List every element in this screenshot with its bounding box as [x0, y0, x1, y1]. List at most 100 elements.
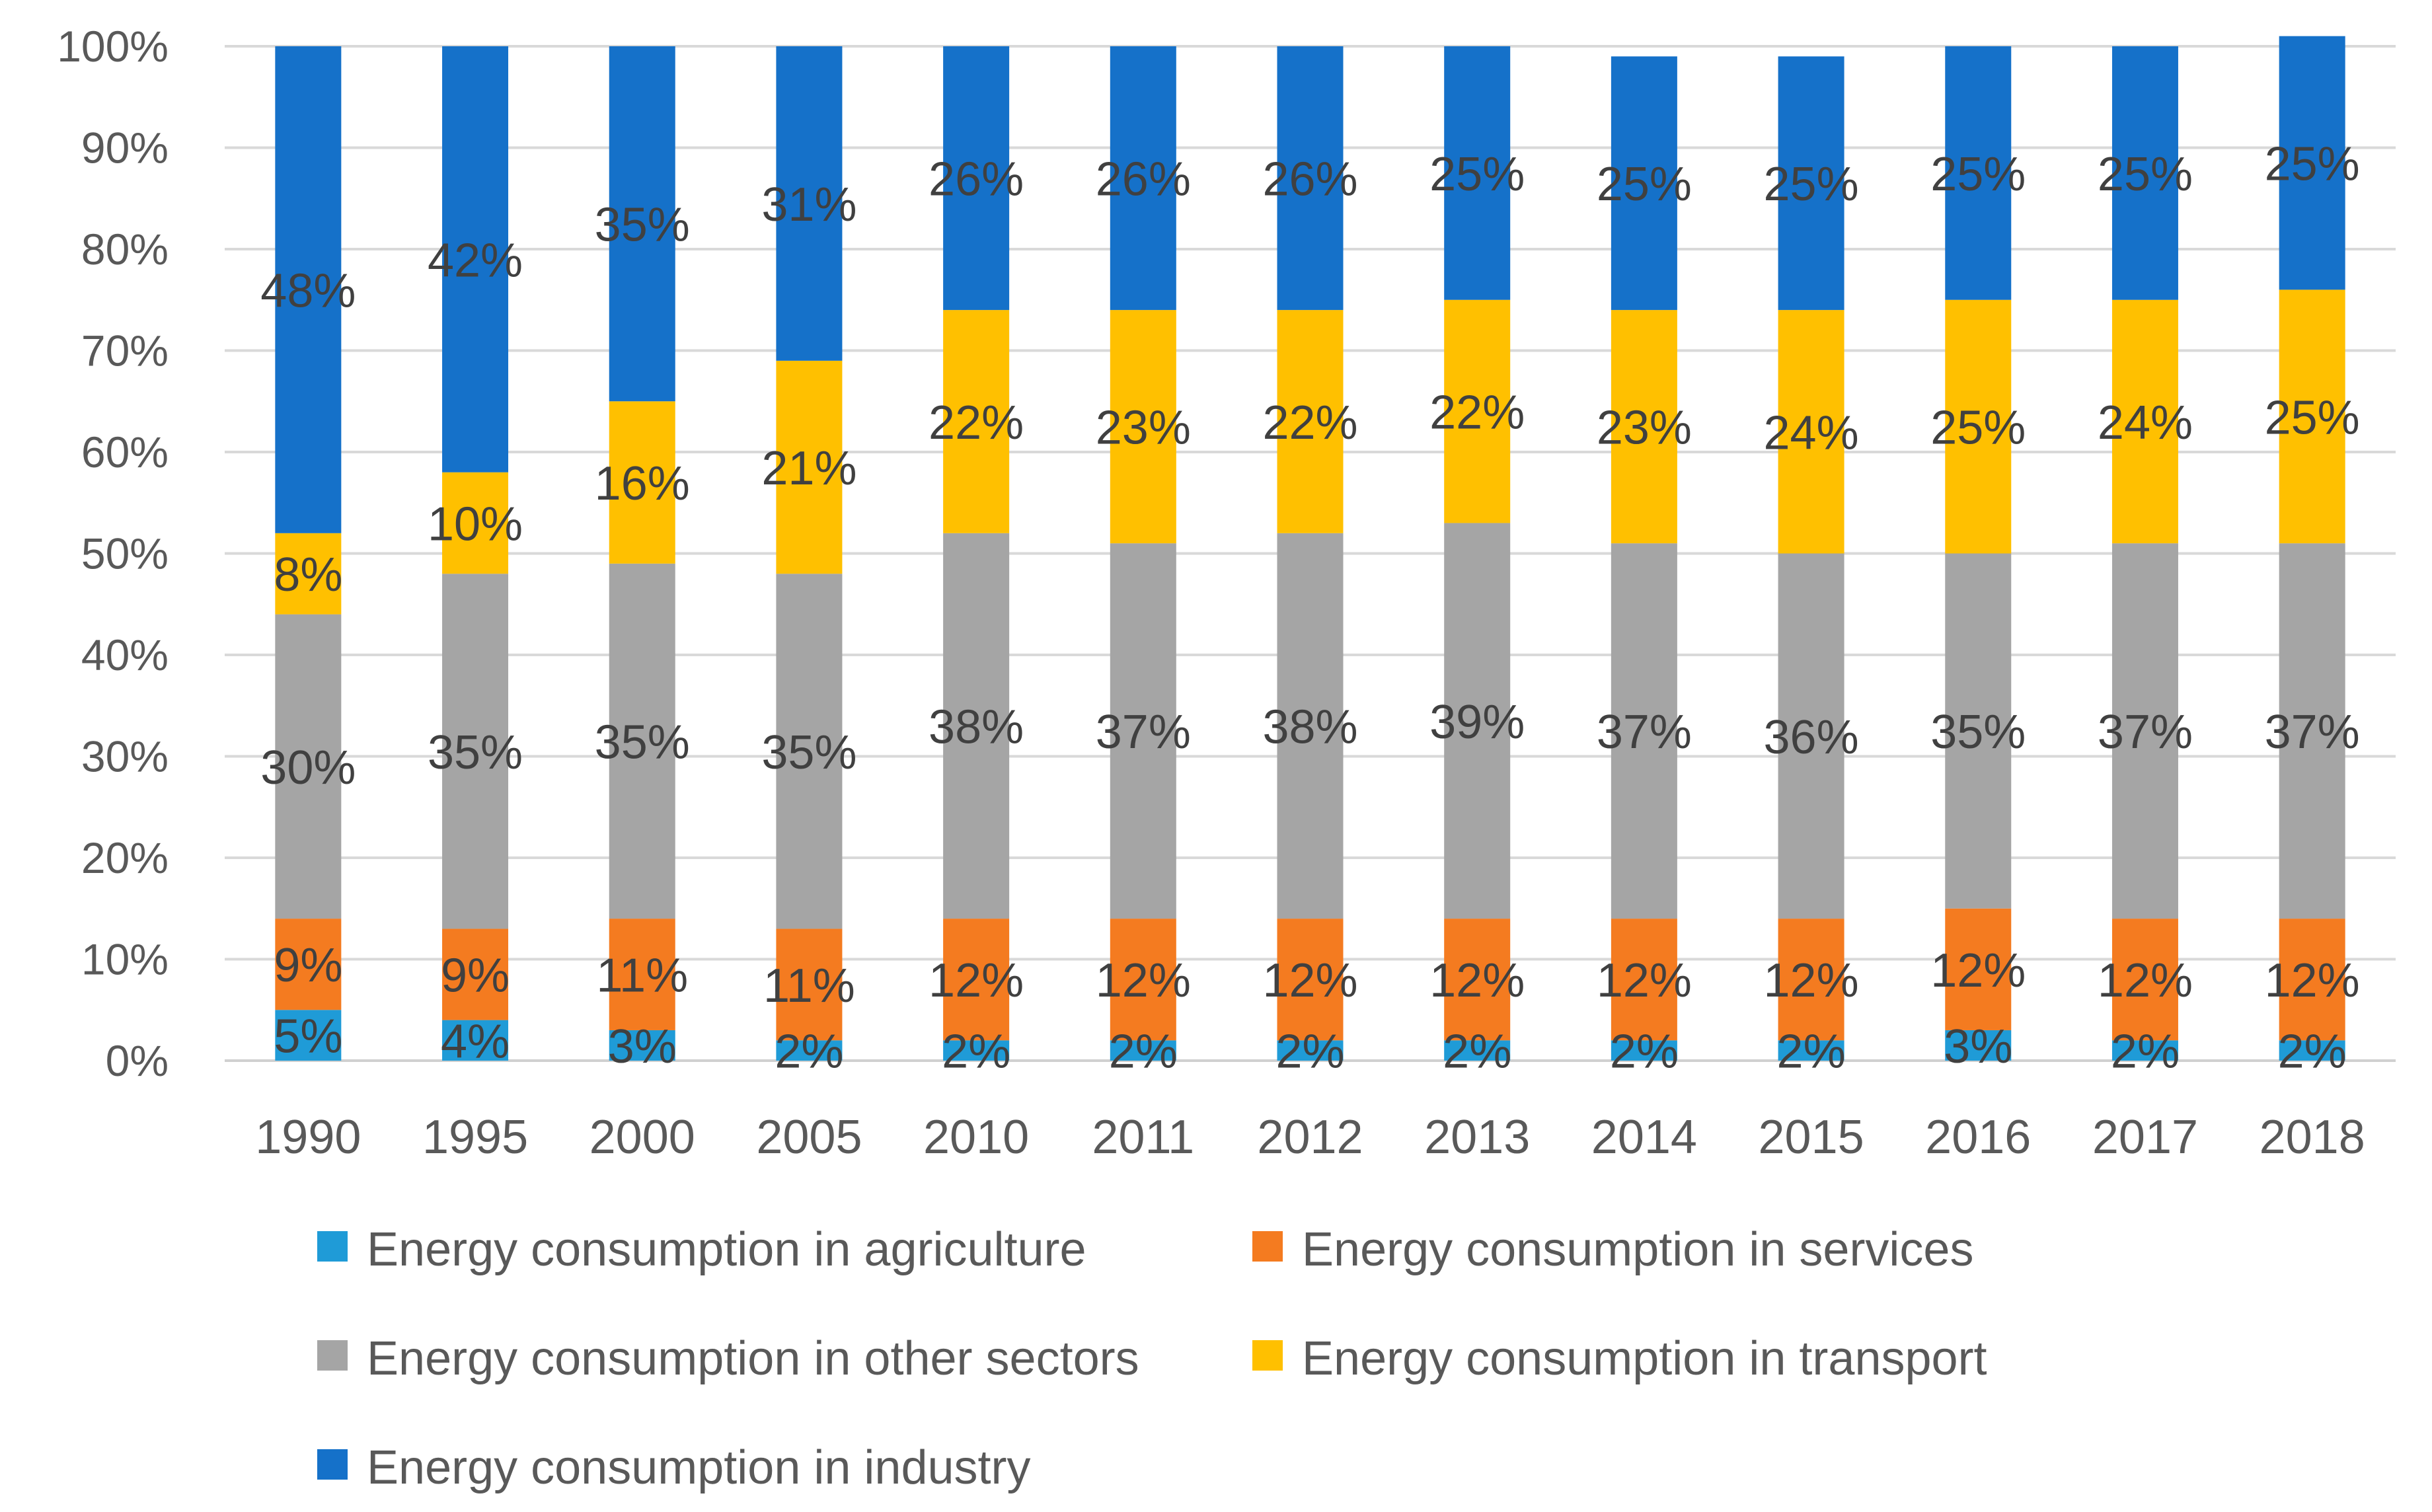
bar-segment [1110, 1040, 1176, 1061]
data-label: 37% [2098, 706, 2193, 759]
data-label: 2% [1610, 1026, 1679, 1078]
bar-segment [1611, 919, 1677, 1041]
data-label: 35% [1930, 706, 2026, 759]
data-label: 4% [441, 1015, 510, 1068]
data-label: 9% [274, 939, 342, 992]
data-label: 37% [1597, 706, 1692, 759]
data-label: 25% [2265, 138, 2360, 191]
x-tick-label: 2010 [923, 1111, 1029, 1164]
legend-label: Energy consumption in transport [1302, 1332, 1987, 1385]
bar-segment [275, 533, 342, 615]
legend-swatch [317, 1340, 348, 1371]
legend: Energy consumption in agriculture Energy … [317, 1223, 1987, 1494]
x-tick-label: 2005 [756, 1111, 862, 1164]
data-label: 35% [428, 726, 523, 779]
bar-segment [2111, 46, 2178, 300]
x-tick-label: 2013 [1424, 1111, 1530, 1164]
bar-segment [442, 472, 509, 574]
data-label: 3% [608, 1020, 677, 1073]
data-label: 26% [1262, 153, 1357, 206]
data-label: 48% [260, 264, 356, 317]
data-label: 2% [1275, 1026, 1344, 1078]
data-labels: 5% 9% 30% 8% 48% 4% 9% 35% 10% 42% 3% 11% 35% 16% 35% 2… [260, 138, 2359, 1078]
bar-segment [776, 928, 843, 1041]
data-label: 35% [761, 726, 856, 779]
bar-segment [609, 919, 675, 1030]
data-label: 2% [2111, 1026, 2180, 1078]
data-label: 23% [1597, 402, 1692, 455]
legend-label: Energy consumption in other sectors [367, 1332, 1139, 1385]
data-label: 16% [595, 457, 690, 510]
bar-segment [1945, 46, 2012, 300]
data-label: 37% [1096, 706, 1191, 759]
data-label: 35% [595, 199, 690, 252]
legend-swatch [317, 1231, 348, 1262]
data-label: 22% [1429, 387, 1525, 439]
data-label: 25% [2265, 391, 2360, 444]
legend-swatch [1252, 1231, 1283, 1262]
data-label: 25% [1930, 402, 2026, 455]
data-label: 35% [595, 716, 690, 769]
bar-segment [1444, 523, 1511, 919]
bar-segment [1444, 919, 1511, 1041]
bar-segment [2111, 919, 2178, 1041]
bar-segment [1110, 310, 1176, 544]
bar-segment [442, 46, 509, 472]
data-label: 31% [761, 178, 856, 231]
y-tick-label: 0% [106, 1036, 169, 1085]
data-label: 11% [763, 960, 855, 1012]
bar-segment [1778, 310, 1844, 554]
legend-swatch [317, 1449, 348, 1480]
bar-segment [1110, 919, 1176, 1041]
data-label: 22% [1262, 397, 1357, 449]
bar-segment [2111, 543, 2178, 919]
data-label: 2% [942, 1026, 1010, 1078]
bar-segment [776, 46, 843, 361]
data-label: 39% [1429, 696, 1525, 749]
bar-segment [1778, 1040, 1844, 1061]
legend-label: Energy consumption in agriculture [367, 1223, 1086, 1276]
data-label: 24% [2098, 397, 2193, 449]
bar-segment [1778, 553, 1844, 919]
bar-segment [2279, 289, 2345, 544]
bar-segment [2279, 36, 2345, 290]
data-label: 2% [1777, 1026, 1846, 1078]
bar-segment [442, 574, 509, 929]
bar-segment [2279, 919, 2345, 1041]
bar-segment [609, 46, 675, 402]
data-label: 38% [929, 700, 1024, 753]
bar-segment [1611, 56, 1677, 311]
x-tick-label: 2015 [1758, 1111, 1864, 1164]
bar-segment [2111, 299, 2178, 544]
bar-segment [275, 1010, 342, 1061]
data-label: 12% [2098, 954, 2193, 1007]
bar-segment [1778, 56, 1844, 311]
bar-segment [943, 1040, 1010, 1061]
data-label: 12% [1930, 944, 2026, 997]
bar-segment [1444, 299, 1511, 523]
bar-segment [2111, 1040, 2178, 1061]
bar-segment [1945, 553, 2012, 909]
bar-segment [943, 46, 1010, 311]
data-label: 5% [274, 1010, 342, 1063]
y-tick-label: 100% [57, 22, 169, 71]
data-label: 25% [1930, 148, 2026, 201]
bar-segment [1444, 1040, 1511, 1061]
bar-segment [275, 919, 342, 1010]
x-tick-label: 2018 [2260, 1111, 2365, 1164]
bar-segment [776, 360, 843, 574]
data-label: 21% [761, 442, 856, 495]
data-label: 30% [260, 741, 356, 794]
x-axis: 1990 1995 2000 2005 2010 2011 2012 2013 2014 2015… [255, 1111, 2365, 1164]
data-label: 12% [1764, 954, 1859, 1007]
bar-segment [1945, 299, 2012, 554]
bar-segment [1277, 919, 1344, 1041]
bars [275, 36, 2345, 1061]
data-label: 25% [1597, 158, 1692, 211]
data-label: 42% [428, 234, 523, 287]
data-label: 12% [1096, 954, 1191, 1007]
bar-segment [2279, 543, 2345, 919]
legend-label: Energy consumption in services [1302, 1223, 1973, 1276]
legend-label: Energy consumption in industry [367, 1441, 1031, 1494]
data-label: 12% [1429, 954, 1525, 1007]
